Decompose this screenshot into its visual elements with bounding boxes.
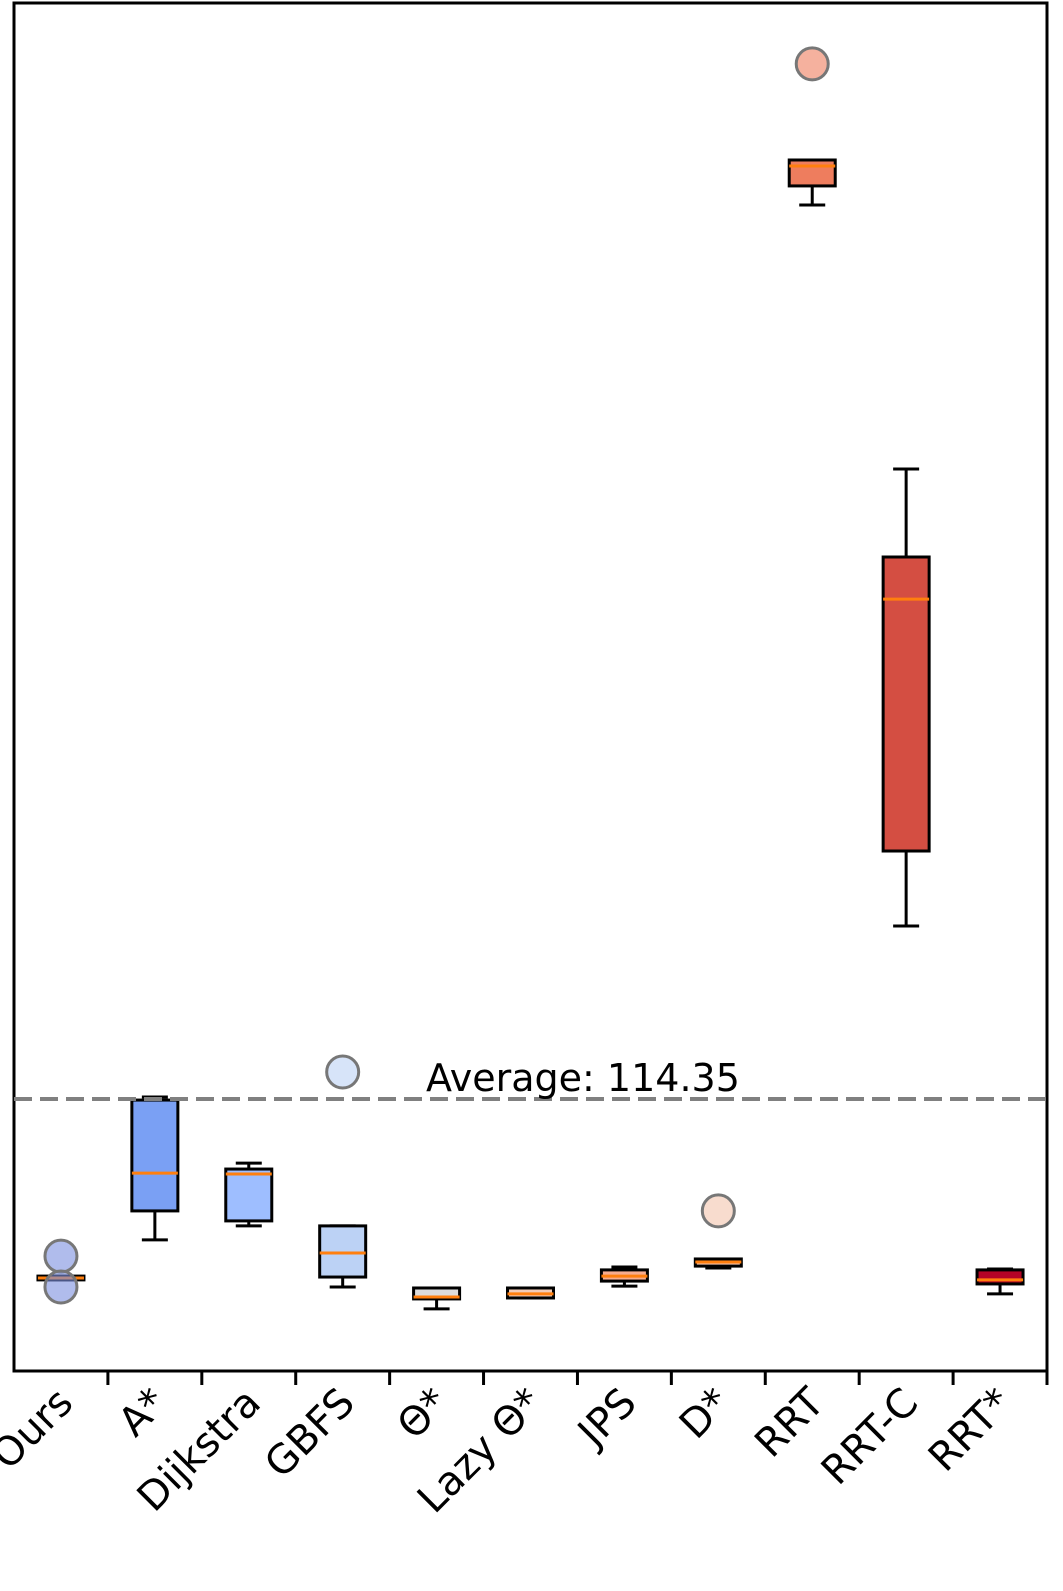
box	[881, 555, 931, 853]
flier	[794, 46, 830, 82]
box	[130, 1098, 180, 1213]
flier	[700, 1193, 736, 1229]
x-tick-label: Θ*	[389, 1380, 458, 1449]
plot-frame	[12, 1, 1049, 1373]
x-tick-label: A*	[110, 1380, 176, 1446]
flier	[43, 1269, 79, 1305]
box	[224, 1167, 274, 1223]
flier	[43, 1238, 79, 1274]
box	[318, 1224, 368, 1279]
x-tick-label: GBFS	[256, 1380, 364, 1488]
x-tick-label: JPS	[567, 1380, 645, 1458]
x-tick-label: D*	[671, 1380, 739, 1448]
box	[787, 158, 837, 188]
box	[975, 1268, 1025, 1286]
box	[412, 1286, 462, 1301]
x-tick-label: RRT*	[920, 1380, 1021, 1481]
x-tick-label: Ours	[0, 1380, 82, 1479]
x-tick-label: RRT-C	[813, 1380, 927, 1494]
flier	[325, 1054, 361, 1090]
average-label: Average: 114.35	[426, 1056, 740, 1100]
